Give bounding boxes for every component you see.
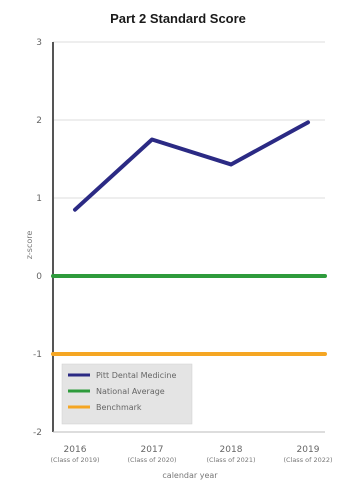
x-tick-labels: 2016(Class of 2019) 2017(Class of 2020) 20… (50, 445, 332, 464)
legend-label-2: Benchmark (96, 403, 142, 412)
y-tick-label: -2 (33, 428, 42, 438)
x-tick-label: 2019 (297, 445, 320, 455)
x-tick-sublabel: (Class of 2021) (206, 456, 255, 464)
y-tick-label: 2 (36, 116, 42, 126)
series-lines (51, 120, 327, 356)
x-tick-label: 2018 (220, 445, 243, 455)
x-axis-label: calendar year (162, 471, 218, 480)
y-tick-labels: -2 -1 0 1 2 3 (33, 38, 42, 438)
y-tick-label: 0 (36, 272, 42, 282)
legend-label-0: Pitt Dental Medicine (96, 371, 176, 380)
x-tick-sublabel: (Class of 2019) (50, 456, 99, 464)
y-tick-label: 3 (36, 38, 42, 48)
x-tick-label: 2017 (141, 445, 164, 455)
legend-label-1: National Average (96, 387, 165, 396)
legend: Pitt Dental Medicine National Average Benc… (61, 363, 193, 425)
grid-lines (53, 41, 325, 355)
x-tick-sublabel: (Class of 2020) (127, 456, 176, 464)
y-axis-label: z-score (25, 231, 34, 260)
x-tick-sublabel: (Class of 2022) (283, 456, 332, 464)
series-line-0 (73, 120, 310, 212)
y-tick-label: -1 (33, 350, 42, 360)
chart-title: Part 2 Standard Score (110, 11, 246, 26)
x-tick-label: 2016 (64, 445, 87, 455)
y-tick-label: 1 (36, 194, 42, 204)
axes (52, 42, 325, 433)
